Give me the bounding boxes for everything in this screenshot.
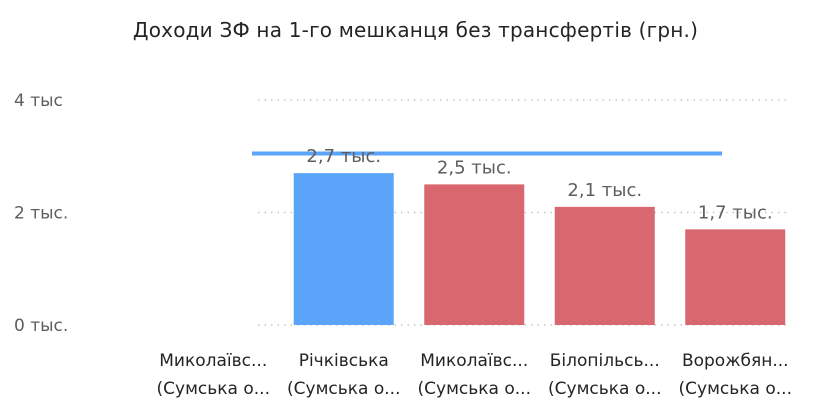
data-label: 2,7 тыс. [306, 146, 381, 167]
x-tick-sublabel: (Сумська о... [418, 379, 531, 399]
x-tick-label: Білопільсь... [550, 351, 660, 371]
y-tick-label: 2 тыс. [14, 204, 68, 224]
y-tick-label: 0 тыс. [14, 316, 68, 336]
data-label: 2,5 тыс. [437, 157, 512, 178]
bar[interactable] [685, 229, 786, 325]
data-label: 2,1 тыс. [567, 180, 642, 201]
x-tick-sublabel: (Сумська о... [679, 379, 792, 399]
bar[interactable] [424, 184, 525, 325]
bar[interactable] [293, 173, 394, 325]
x-tick-label: Миколаївс... [420, 351, 528, 371]
x-tick-label: Миколаївс... [159, 351, 267, 371]
x-tick-sublabel: (Сумська о... [157, 379, 270, 399]
chart-title: Доходи ЗФ на 1-го мешканця без трансферт… [132, 18, 699, 42]
y-axis-ticks: 0 тыс. 2 тыс. 4 тыс [14, 91, 68, 336]
x-tick-sublabel: (Сумська о... [548, 379, 661, 399]
bars [293, 173, 786, 325]
data-labels: 2,7 тыс. 2,5 тыс. 2,1 тыс. 1,7 тыс. [306, 146, 772, 223]
bar[interactable] [554, 206, 655, 325]
x-tick-label: Ворожбян... [682, 351, 789, 371]
data-label: 1,7 тыс. [698, 202, 773, 223]
x-tick-sublabel: (Сумська о... [287, 379, 400, 399]
x-axis-ticks: Миколаївс... (Сумська о... Річківська (Сумс… [157, 351, 792, 399]
x-tick-label: Річківська [299, 351, 389, 371]
y-tick-label: 4 тыс [14, 91, 63, 111]
